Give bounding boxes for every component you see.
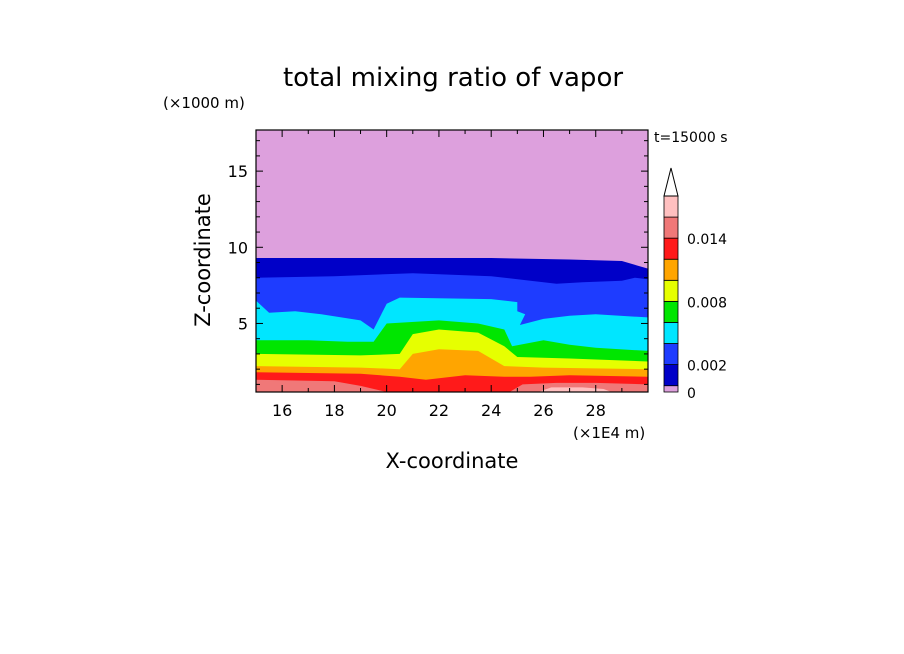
x-axis-label: X-coordinate: [386, 449, 519, 473]
y-axis-unit: (×1000 m): [163, 94, 245, 112]
x-tick-label: 28: [586, 401, 606, 420]
contour-band-10: [538, 387, 612, 392]
y-tick-label: 10: [228, 238, 248, 257]
x-tick-label: 22: [429, 401, 449, 420]
x-tick-label: 24: [481, 401, 501, 420]
contour-band-8: [256, 379, 387, 392]
y-axis: 5 10 15: [228, 140, 648, 385]
x-tick-label: 18: [324, 401, 344, 420]
colorbar-segment: [663, 322, 679, 344]
y-tick-label: 5: [238, 314, 248, 333]
colorbar: 0 0.002 0.008 0.014: [663, 167, 727, 402]
contour-bands: [256, 130, 648, 392]
colorbar-segment: [663, 300, 679, 323]
x-tick-label: 26: [533, 401, 553, 420]
colorbar-segment: [663, 216, 679, 239]
chart-title: total mixing ratio of vapor: [283, 63, 623, 93]
x-axis-unit: (×1E4 m): [573, 424, 645, 442]
x-tick-label: 20: [376, 401, 396, 420]
colorbar-segment: [663, 385, 679, 393]
colorbar-extend-arrow: [663, 167, 679, 197]
colorbar-segment: [663, 258, 679, 281]
colorbar-tick-label: 0: [687, 386, 696, 402]
colorbar-segment: [663, 237, 679, 260]
colorbar-segment: [663, 364, 679, 387]
colorbar-tick-label: 0.008: [687, 295, 727, 311]
y-tick-label: 15: [228, 162, 248, 181]
colorbar-segment: [663, 195, 679, 218]
y-axis-label: Z-coordinate: [191, 193, 215, 327]
colorbar-tick-label: 0.002: [687, 359, 727, 375]
x-axis: 16 18 20 22 24 26 28: [255, 130, 649, 420]
colorbar-segment: [663, 343, 679, 366]
colorbar-tick-label: 0.014: [687, 232, 727, 248]
x-tick-label: 16: [272, 401, 292, 420]
plot-frame: [255, 129, 649, 393]
time-label: t=15000 s: [654, 130, 728, 146]
colorbar-segment: [663, 279, 679, 302]
